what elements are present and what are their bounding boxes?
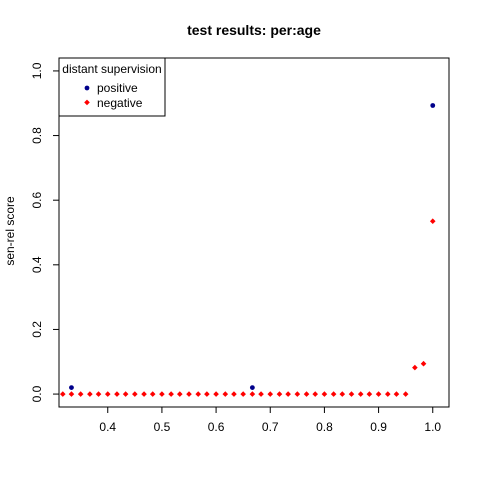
- point-negative: [195, 391, 202, 397]
- point-negative: [122, 391, 129, 397]
- x-tick-label: 0.8: [316, 420, 333, 434]
- point-negative: [168, 391, 174, 397]
- point-negative: [258, 391, 264, 397]
- x-tick-label: 0.5: [154, 420, 171, 434]
- point-negative: [420, 360, 427, 367]
- y-tick-label: 0.6: [30, 192, 44, 209]
- point-negative: [366, 391, 373, 397]
- point-negative: [222, 391, 229, 397]
- point-negative: [176, 391, 183, 397]
- y-tick-label: 0.4: [30, 256, 44, 273]
- point-negative: [87, 391, 93, 397]
- point-negative: [348, 391, 355, 397]
- y-tick-label: 1.0: [30, 62, 44, 79]
- point-negative: [321, 391, 328, 397]
- legend: distant supervision positive negative: [58, 57, 166, 117]
- point-negative: [141, 391, 147, 397]
- point-negative: [249, 391, 256, 397]
- x-tick-label: 0.7: [262, 420, 279, 434]
- y-axis-label: sen-rel score: [3, 196, 17, 266]
- x-tick-label: 1.0: [424, 420, 441, 434]
- point-negative: [393, 391, 400, 397]
- point-positive: [430, 103, 436, 108]
- point-negative: [276, 391, 283, 397]
- point-negative: [231, 391, 237, 397]
- point-negative: [412, 364, 418, 371]
- x-tick-label: 0.9: [370, 420, 387, 434]
- legend-label-positive: positive: [97, 81, 138, 95]
- point-negative: [294, 391, 301, 397]
- legend-label-negative: negative: [97, 96, 143, 110]
- y-tick-label: 0.0: [30, 385, 44, 402]
- point-negative: [357, 391, 364, 397]
- point-negative: [375, 391, 382, 397]
- point-negative: [59, 391, 66, 397]
- legend-box: [58, 57, 166, 117]
- point-negative: [68, 391, 75, 397]
- point-negative: [339, 391, 346, 397]
- point-negative: [114, 391, 120, 397]
- point-negative: [186, 391, 192, 397]
- point-negative: [429, 218, 436, 224]
- point-negative: [402, 391, 409, 397]
- point-negative: [267, 391, 274, 397]
- point-negative: [213, 391, 219, 397]
- point-negative: [330, 391, 337, 397]
- point-negative: [77, 391, 84, 397]
- chart-title: test results: per:age: [187, 22, 321, 38]
- point-negative: [303, 391, 310, 397]
- x-axis: 0.4 0.5 0.6 0.7 0.8 0.9 1.0: [99, 407, 441, 434]
- x-tick-label: 0.4: [99, 420, 116, 434]
- legend-title: distant supervision: [62, 62, 161, 76]
- x-tick-label: 0.6: [208, 420, 225, 434]
- point-positive: [69, 385, 74, 391]
- legend-marker-negative: [84, 99, 90, 106]
- y-tick-label: 0.8: [30, 127, 44, 144]
- data-points: [59, 103, 436, 397]
- point-negative: [95, 391, 102, 397]
- point-negative: [104, 391, 111, 397]
- y-tick-label: 0.2: [30, 321, 44, 338]
- y-axis: 0.0 0.2 0.4 0.6 0.8 1.0: [30, 62, 59, 402]
- point-negative: [240, 391, 246, 397]
- plot-frame: [58, 57, 450, 408]
- point-negative: [384, 391, 391, 397]
- legend-marker-positive: [84, 85, 90, 91]
- point-positive: [249, 385, 255, 391]
- point-negative: [312, 391, 319, 397]
- point-negative: [132, 391, 138, 397]
- point-negative: [285, 391, 291, 397]
- point-negative: [149, 391, 156, 397]
- point-negative: [204, 391, 210, 397]
- point-negative: [159, 391, 165, 397]
